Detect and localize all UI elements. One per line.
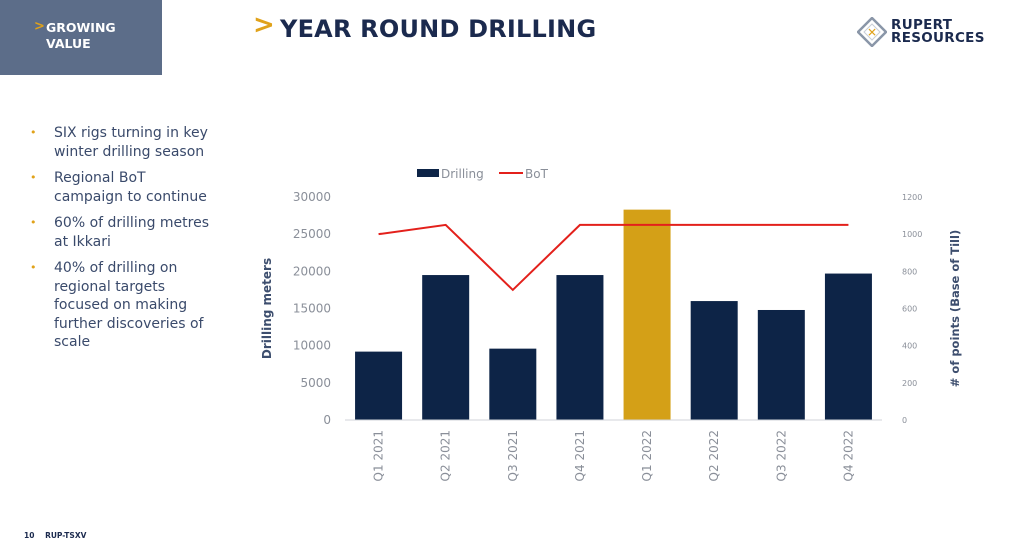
section-label: GROWING VALUE [46, 20, 116, 51]
y2-tick-label: 200 [902, 379, 917, 388]
drilling-bar [690, 301, 738, 420]
title-chevron-icon: > [253, 10, 275, 40]
y-tick-label: 20000 [293, 264, 331, 278]
drilling-chart: 0 5000 10000 15000 20000 25000 30000 0 200 400 600… [260, 167, 962, 481]
bullet-item: 60% of drilling metres at Ikkari [30, 214, 210, 251]
x-tick-label: Q1 2021 [372, 430, 386, 481]
legend-drilling-swatch [417, 169, 439, 177]
logo-line-2: RESOURCES [891, 30, 985, 46]
section-tab: > GROWING VALUE [0, 0, 162, 75]
bullet-list: SIX rigs turning in key winter drilling … [30, 124, 210, 360]
y2-tick-label: 800 [902, 267, 917, 276]
legend-bot-label: BoT [525, 167, 549, 181]
logo-mark-icon: ✕ [856, 16, 888, 48]
y2-tick-label: 0 [902, 416, 907, 425]
y-tick-label: 0 [323, 413, 331, 427]
x-tick-label: Q2 2021 [439, 430, 453, 481]
x-tick-label: Q1 2022 [640, 430, 654, 481]
y-tick-label: 25000 [293, 227, 331, 241]
y-tick-label: 30000 [293, 190, 331, 204]
chevron-right-icon: > [34, 19, 45, 34]
y-tick-label: 15000 [293, 302, 331, 316]
drilling-bar [422, 275, 470, 420]
footer: 10 RUP-TSXV [24, 531, 94, 540]
page-title: YEAR ROUND DRILLING [280, 15, 597, 43]
x-tick-label: Q3 2022 [774, 430, 788, 481]
drilling-bar [757, 309, 805, 420]
bullet-item: SIX rigs turning in key winter drilling … [30, 124, 210, 161]
logo-text: RUPERT RESOURCES [891, 17, 985, 46]
x-tick-label: Q2 2022 [707, 430, 721, 481]
y2-tick-label: 400 [902, 342, 917, 351]
y-tick-label: 10000 [293, 339, 331, 353]
y2-tick-label: 1000 [902, 230, 922, 239]
ticker: RUP-TSXV [45, 531, 87, 540]
bullet-item: 40% of drilling on regional targets focu… [30, 259, 210, 352]
drilling-bar [824, 273, 872, 420]
x-tick-label: Q3 2021 [506, 430, 520, 481]
x-tick-label: Q4 2022 [841, 430, 855, 481]
bot-series-line [378, 223, 849, 292]
drilling-bar [489, 348, 537, 420]
bullet-item: Regional BoT campaign to continue [30, 169, 210, 206]
y-tick-label: 5000 [300, 376, 331, 390]
company-logo: ✕ RUPERT RESOURCES [856, 16, 997, 51]
legend-drilling-label: Drilling [441, 167, 484, 181]
y2-tick-label: 1200 [902, 193, 922, 202]
svg-text:✕: ✕ [867, 26, 877, 40]
page-number: 10 [24, 531, 35, 540]
drilling-bar [355, 351, 403, 420]
y2-axis-title: # of points (Base of Till) [948, 230, 962, 387]
y2-tick-label: 600 [902, 305, 917, 314]
x-tick-label: Q4 2021 [573, 430, 587, 481]
drilling-bar [556, 275, 604, 420]
y-axis-title: Drilling meters [260, 258, 274, 359]
logo-line-1: RUPERT [891, 17, 953, 33]
drilling-bar [623, 209, 671, 420]
